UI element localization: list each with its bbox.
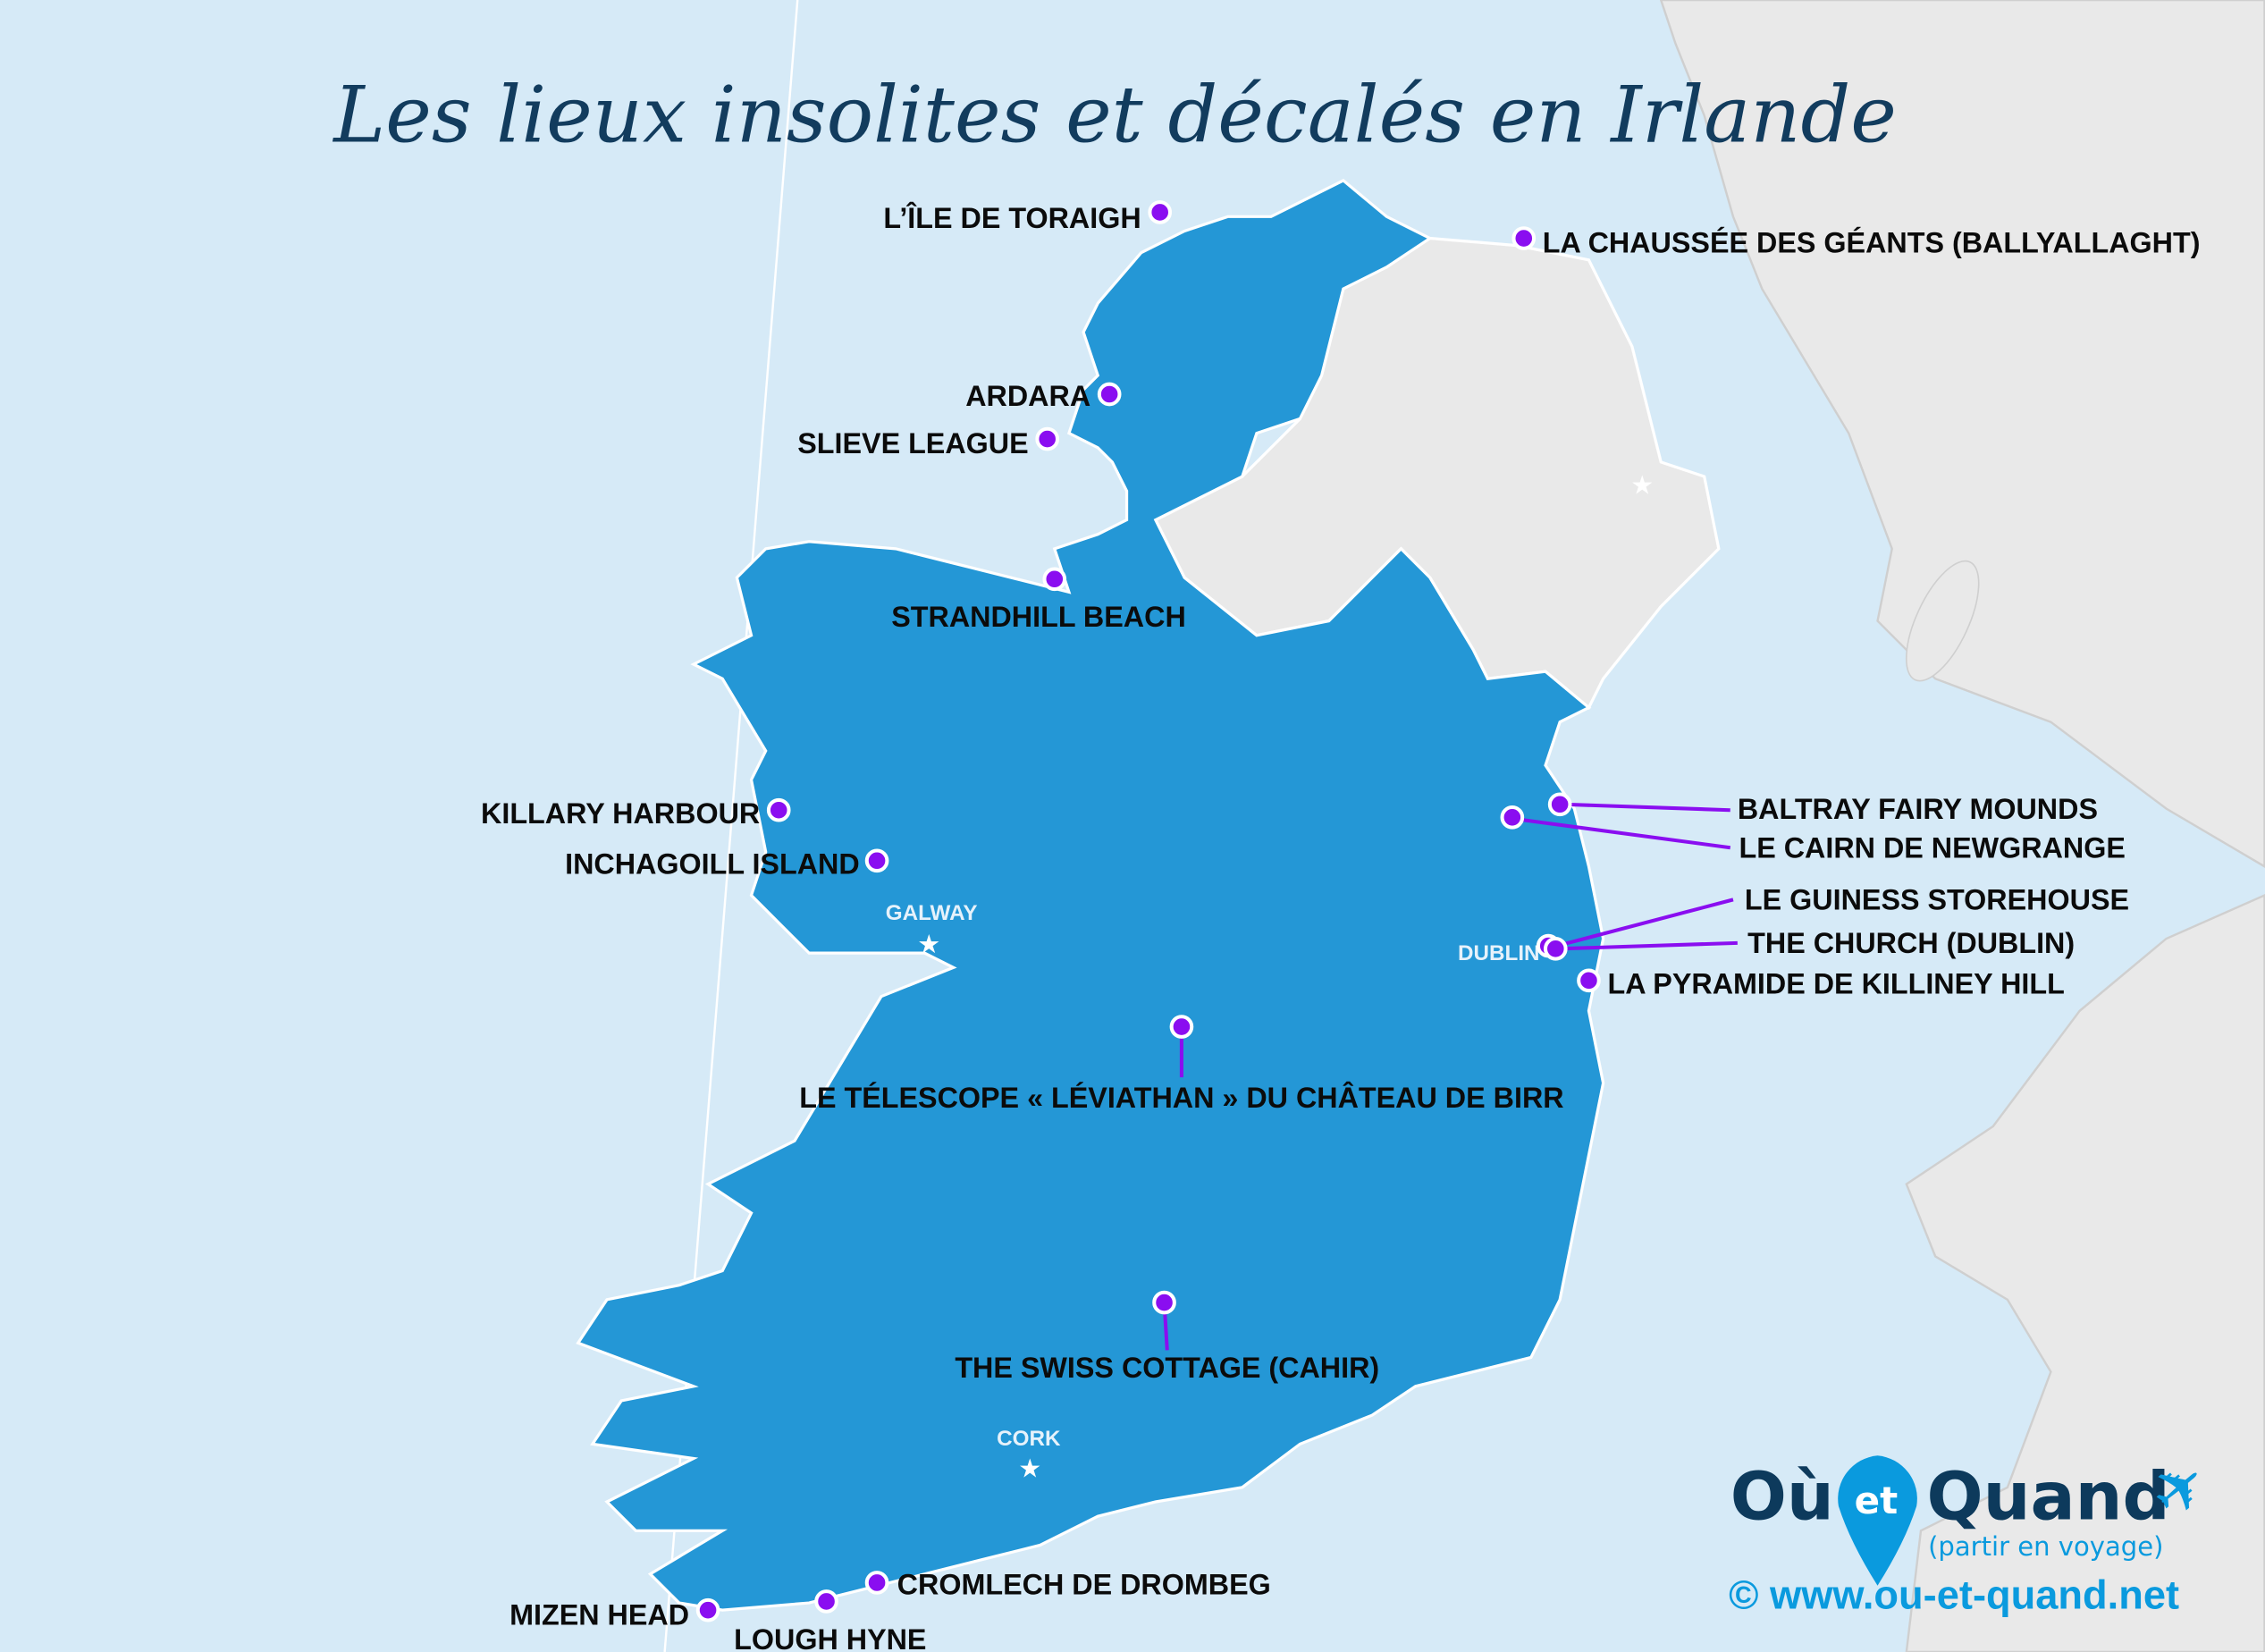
place-label: SLIEVE LEAGUE	[797, 427, 1028, 459]
star-icon-cork: ★	[1018, 1455, 1041, 1484]
place-label: THE SWISS COTTAGE (CAHIR)	[955, 1352, 1379, 1384]
star-icon-galway: ★	[917, 931, 940, 959]
city-label-galway: GALWAY	[886, 901, 978, 925]
place-label: KILLARY HARBOUR	[481, 797, 760, 830]
pin-baltray[interactable]	[1547, 792, 1572, 817]
place-label: LA PYRAMIDE DE KILLINEY HILL	[1607, 967, 2064, 999]
place-label: STRANDHILL BEACH	[891, 601, 1186, 633]
leader-line-church	[1560, 940, 1738, 951]
pin-ardara[interactable]	[1097, 382, 1122, 407]
pin-slieve-league[interactable]	[1035, 426, 1060, 451]
place-label: L’ÎLE DE TORAIGH	[883, 201, 1141, 234]
pin-leviathan[interactable]	[1169, 1015, 1194, 1039]
pin-mizen-head[interactable]	[695, 1597, 720, 1622]
pin-killiney[interactable]	[1577, 968, 1601, 993]
place-label: CROMLECH DE DROMBEG	[897, 1568, 1271, 1600]
place-label: LE CAIRN DE NEWGRANGE	[1739, 832, 2125, 864]
pin-inchagoill[interactable]	[864, 848, 889, 873]
pin-swiss-cottage[interactable]	[1152, 1290, 1176, 1315]
pin-newgrange[interactable]	[1500, 805, 1525, 830]
place-label: LOUGH HYNE	[734, 1623, 926, 1652]
city-label-cork: CORK	[997, 1427, 1061, 1451]
isle-of-man	[1905, 560, 1980, 682]
place-label: LA CHAUSSÉE DES GÉANTS (BALLYALLAGHT)	[1543, 226, 2201, 259]
place-label: BALTRAY FAIRY MOUNDS	[1738, 793, 2098, 825]
place-label: THE CHURCH (DUBLIN)	[1747, 927, 2075, 959]
place-label: INCHAGOILL ISLAND	[565, 847, 860, 880]
leader-line-baltray	[1562, 802, 1730, 813]
star-icon-belfast: ★	[1630, 471, 1654, 500]
pin-strandhill[interactable]	[1042, 567, 1067, 592]
wales-england-land	[1905, 893, 2265, 1652]
ireland-land	[576, 179, 1605, 1612]
place-label: LE GUINESS STOREHOUSE	[1745, 884, 2129, 916]
pin-toraigh[interactable]	[1148, 200, 1173, 224]
map-pin-logo-icon	[1838, 1455, 1917, 1586]
logo-et: et	[1855, 1479, 1899, 1522]
place-label: LE TÉLESCOPE « LÉVIATHAN » DU CHÂTEAU DE…	[799, 1081, 1563, 1114]
logo-url[interactable]: © www.ou-et-quand.net	[1729, 1572, 2179, 1618]
pin-drombeg[interactable]	[864, 1571, 889, 1595]
leader-line-newgrange	[1513, 816, 1731, 850]
city-label-dublin: DUBLIN	[1458, 941, 1539, 965]
scotland-land	[1659, 0, 2265, 868]
ou-et-quand-logo[interactable]: Où et Quand ✈ (partir en voyage) © www.o…	[1729, 1446, 2223, 1618]
logo-ou: Où	[1730, 1457, 1834, 1535]
logo-tagline: (partir en voyage)	[1928, 1531, 2163, 1562]
map-title: Les lieux insolites et décalés en Irland…	[332, 69, 1897, 160]
place-label: MIZEN HEAD	[509, 1598, 689, 1631]
pin-chaussee-des-geants[interactable]	[1511, 226, 1537, 250]
pin-lough-hyne[interactable]	[814, 1589, 838, 1614]
leader-line-guiness	[1556, 898, 1734, 948]
pin-killary[interactable]	[766, 797, 791, 822]
pin-church[interactable]	[1543, 936, 1568, 961]
logo-quand: Quand	[1926, 1457, 2169, 1535]
place-label: ARDARA	[965, 380, 1090, 412]
